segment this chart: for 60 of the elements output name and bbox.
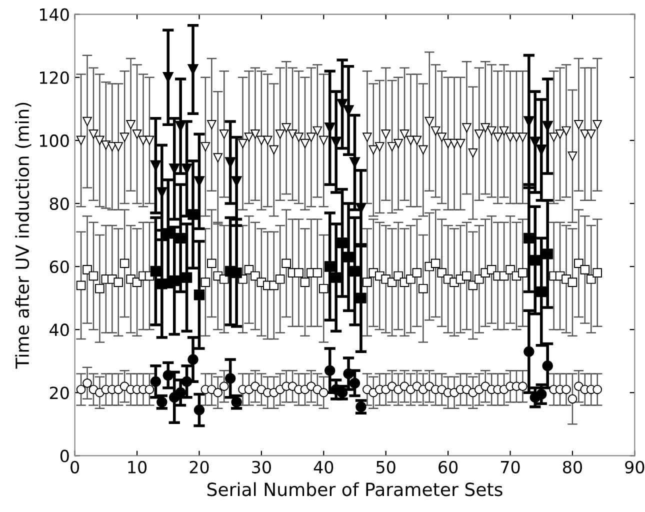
x-tick-label: 40 [314,460,334,474]
point [231,396,242,408]
point [194,404,205,416]
x-tick-label: 50 [376,460,396,474]
x-tick-label: 30 [252,460,271,474]
point [336,387,348,398]
point [188,209,198,220]
point [336,238,348,248]
point [175,232,186,244]
y-tick-label: 0 [60,450,69,462]
x-tick-label: 80 [563,460,582,474]
point [349,266,360,277]
point [330,136,342,148]
point [356,292,366,304]
point [188,354,198,365]
point [542,248,553,260]
point [324,365,336,376]
x-tick-label: 90 [625,460,644,474]
point [194,290,205,300]
point [343,368,354,380]
x-tick-label: 0 [70,460,80,474]
x-tick-label: 60 [438,460,458,474]
point [156,278,168,290]
y-tick-label: 120 [40,71,69,84]
point [150,160,162,171]
point [524,116,534,127]
x-axis-title: Serial Number of Parameter Sets [207,482,502,496]
point [524,346,534,357]
point [524,232,534,244]
point [150,266,162,277]
point [324,261,336,272]
point [162,228,174,239]
point [169,275,180,286]
point [536,388,547,400]
point [162,370,174,381]
y-tick-label: 100 [40,134,69,148]
point [231,176,242,187]
x-tick-label: 70 [501,460,520,474]
y-tick-label: 60 [50,260,69,274]
y-axis-title: Time after UV induction (min) [15,102,32,369]
y-tick-label: 40 [50,324,69,336]
point [181,272,192,283]
point [224,373,236,384]
point [343,105,354,116]
point [188,64,198,75]
y-tick-label: 140 [40,8,69,21]
point [536,286,547,298]
point [330,272,342,283]
point [231,267,242,278]
point [156,396,168,408]
point [542,360,553,372]
point [530,254,540,266]
x-tick-label: 10 [128,460,147,474]
y-tick-label: 20 [50,386,69,400]
point [150,376,162,387]
x-tick-label: 20 [190,460,209,474]
point [349,378,360,389]
y-tick-label: 80 [50,197,69,210]
point [181,376,192,387]
point [343,252,354,262]
